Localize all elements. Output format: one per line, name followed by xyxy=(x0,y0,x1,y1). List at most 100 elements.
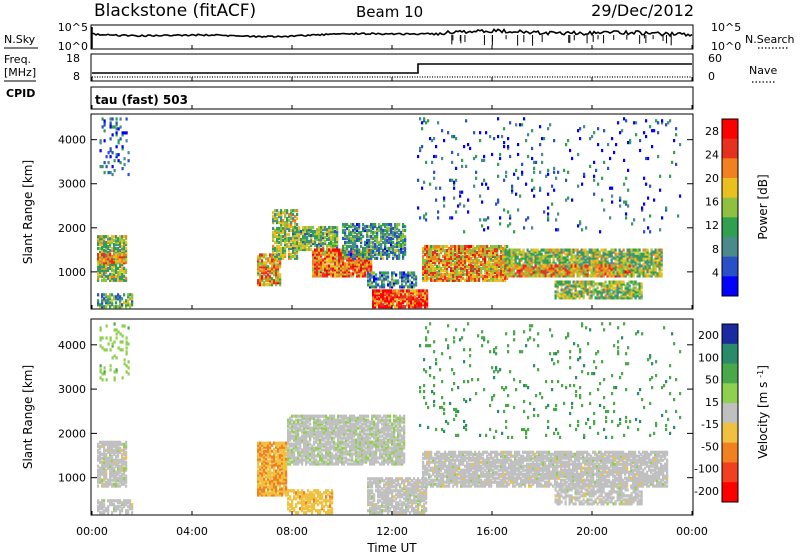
power-cell xyxy=(568,296,571,300)
power-cell xyxy=(352,230,355,235)
power-cell xyxy=(572,274,575,278)
power-cell xyxy=(438,268,441,272)
power-cell xyxy=(399,285,402,289)
power-cell xyxy=(532,254,535,258)
power-cell xyxy=(652,260,655,264)
power-cell xyxy=(273,265,276,269)
power-cell xyxy=(534,248,537,252)
power-cell xyxy=(381,271,384,275)
power-cell xyxy=(298,245,301,250)
power-cell xyxy=(101,299,104,303)
power-cell xyxy=(596,286,599,290)
power-cell xyxy=(101,270,104,274)
power-cell xyxy=(505,174,508,178)
power-cell xyxy=(438,266,441,270)
velocity-cell xyxy=(101,464,104,468)
power-cell xyxy=(296,223,299,227)
power-cell xyxy=(97,278,100,282)
power-cell xyxy=(490,247,493,251)
power-cell xyxy=(387,275,390,279)
power-cell xyxy=(512,264,515,268)
power-cell xyxy=(400,234,403,239)
power-cell xyxy=(117,270,120,274)
power-cell xyxy=(338,260,341,264)
power-cell xyxy=(498,268,501,272)
power-cell xyxy=(525,218,528,222)
power-cell xyxy=(576,250,579,254)
power-cell xyxy=(314,248,317,252)
power-cell xyxy=(278,213,281,217)
power-cell xyxy=(638,270,641,274)
power-cell xyxy=(624,290,627,294)
power-cell xyxy=(364,242,367,246)
power-cell xyxy=(101,301,104,305)
power-cell xyxy=(338,256,341,260)
power-cell xyxy=(354,260,357,264)
power-cell xyxy=(394,291,397,295)
power-cell xyxy=(610,248,613,252)
power-cell xyxy=(540,256,543,260)
power-cell xyxy=(504,254,507,259)
power-cell xyxy=(504,270,507,274)
power-cell xyxy=(280,209,283,213)
power-cell xyxy=(584,280,587,284)
power-cell xyxy=(261,267,264,271)
power-cell xyxy=(340,256,343,260)
power-cell xyxy=(490,266,493,270)
power-cell xyxy=(540,268,543,272)
power-cell xyxy=(576,254,579,258)
power-cell xyxy=(554,268,557,272)
velocity-cell xyxy=(111,474,114,478)
power-cell xyxy=(454,256,457,261)
power-cell xyxy=(476,245,479,249)
power-cell xyxy=(438,262,441,266)
power-cell xyxy=(306,228,309,232)
power-cell xyxy=(442,249,445,253)
power-cell xyxy=(101,237,104,241)
power-cell xyxy=(566,272,569,276)
power-cell xyxy=(304,241,307,246)
power-cell xyxy=(284,238,287,242)
power-cell xyxy=(494,252,497,257)
power-cell xyxy=(115,295,118,299)
power-cell xyxy=(502,247,505,251)
velocity-cell xyxy=(109,452,112,456)
power-cell xyxy=(580,282,583,286)
power-cell xyxy=(456,250,459,255)
power-cell xyxy=(440,258,443,263)
power-cell xyxy=(624,254,627,258)
power-cell xyxy=(332,258,335,262)
power-cell xyxy=(298,241,301,246)
power-cell xyxy=(318,228,321,232)
power-cell xyxy=(107,255,110,259)
power-cell xyxy=(400,299,403,303)
power-cell xyxy=(117,261,120,265)
velocity-cell xyxy=(105,448,108,452)
power-cell xyxy=(601,176,604,180)
power-cell xyxy=(483,154,486,159)
power-cell xyxy=(624,262,627,266)
power-cell xyxy=(276,230,279,235)
power-cell xyxy=(465,164,468,168)
power-cell xyxy=(261,263,264,267)
power-cell xyxy=(548,260,551,264)
power-cell xyxy=(626,260,629,264)
power-cell xyxy=(99,259,102,263)
power-cell xyxy=(438,264,441,268)
power-cell xyxy=(468,272,471,276)
velocity-cell xyxy=(115,464,118,468)
power-cell xyxy=(400,236,403,240)
power-cell xyxy=(565,178,568,182)
power-cell xyxy=(630,264,633,268)
power-cell xyxy=(103,259,106,263)
power-cell xyxy=(356,272,359,276)
power-cell xyxy=(326,252,329,256)
power-cell xyxy=(618,258,621,262)
power-cell xyxy=(280,256,283,260)
power-cell xyxy=(639,139,642,143)
power-cell xyxy=(454,266,457,270)
power-cell xyxy=(330,228,333,232)
power-cell xyxy=(586,252,589,256)
power-cell xyxy=(484,256,487,261)
power-cell xyxy=(536,266,539,270)
